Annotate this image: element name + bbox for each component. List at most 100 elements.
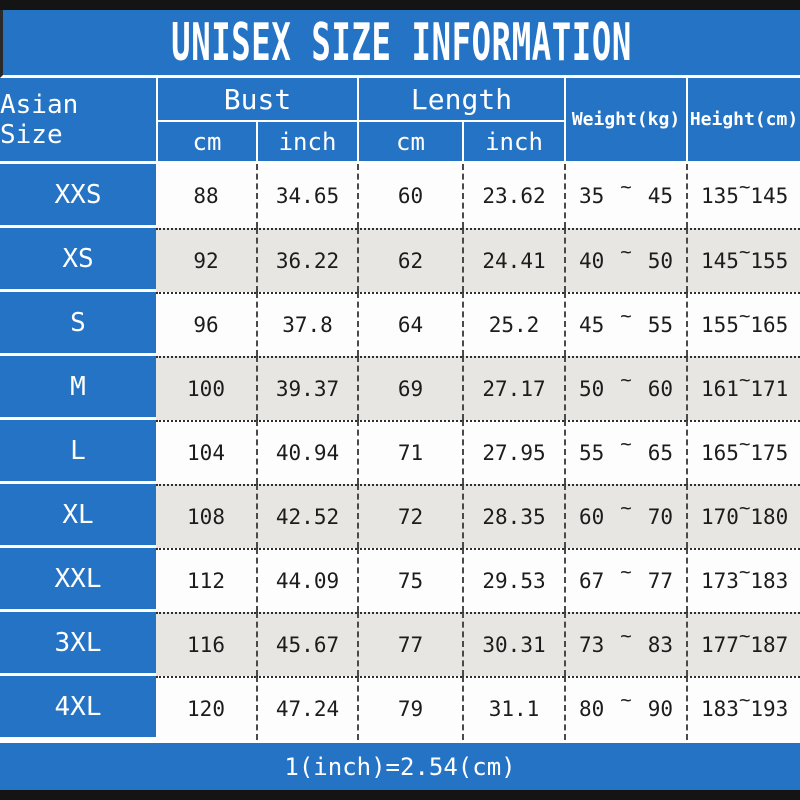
weight-min: 80 xyxy=(579,697,605,721)
header-weight-kg: Weight(kg) xyxy=(564,78,686,161)
bust-cm-value: 120 xyxy=(156,676,256,740)
tilde-separator: ~ xyxy=(738,369,751,391)
table-header: Asian Size Bust Length Weight(kg) Height… xyxy=(0,78,800,164)
height-range: 170 ~ 180 xyxy=(686,484,800,548)
height-min: 170 xyxy=(701,505,739,529)
height-min: 177 xyxy=(701,633,739,657)
tilde-separator: ~ xyxy=(620,433,632,455)
bust-inch-value: 40.94 xyxy=(256,420,357,484)
height-min: 155 xyxy=(701,313,739,337)
bust-inch-value: 37.8 xyxy=(256,292,357,356)
bust-inch-value: 42.52 xyxy=(256,484,357,548)
height-range: 155 ~ 165 xyxy=(686,292,800,356)
height-range: 173 ~ 183 xyxy=(686,548,800,612)
tilde-separator: ~ xyxy=(620,176,632,198)
bust-inch-value: 47.24 xyxy=(256,676,357,740)
weight-range: 45 ~ 55 xyxy=(564,292,686,356)
tilde-separator: ~ xyxy=(620,689,632,711)
length-inch-value: 30.31 xyxy=(462,612,564,676)
tilde-separator: ~ xyxy=(620,497,632,519)
weight-min: 35 xyxy=(579,184,605,208)
weight-min: 45 xyxy=(579,313,605,337)
page-title: UNISEX SIZE INFORMATION xyxy=(171,12,632,73)
height-min: 161 xyxy=(701,377,739,401)
height-range: 183 ~ 193 xyxy=(686,676,800,740)
height-range: 161 ~ 171 xyxy=(686,356,800,420)
tilde-separator: ~ xyxy=(738,241,751,263)
tilde-separator: ~ xyxy=(738,625,751,647)
weight-range: 73 ~ 83 xyxy=(564,612,686,676)
size-label: 3XL xyxy=(0,612,156,676)
table-row: XXL 112 44.09 75 29.53 67 ~ 77 173 ~ 183 xyxy=(0,548,800,612)
length-inch-value: 27.95 xyxy=(462,420,564,484)
weight-range: 67 ~ 77 xyxy=(564,548,686,612)
header-asian-size: Asian Size xyxy=(0,89,79,150)
weight-min: 67 xyxy=(579,569,605,593)
length-cm-value: 75 xyxy=(357,548,462,612)
height-min: 183 xyxy=(701,697,739,721)
height-min: 135 xyxy=(701,184,739,208)
size-label: XXL xyxy=(0,548,156,612)
table-row: 3XL 116 45.67 77 30.31 73 ~ 83 177 ~ 187 xyxy=(0,612,800,676)
weight-range: 80 ~ 90 xyxy=(564,676,686,740)
table-row: XXS 88 34.65 60 23.62 35 ~ 45 135 ~ 145 xyxy=(0,164,800,228)
table-row: M 100 39.37 69 27.17 50 ~ 60 161 ~ 171 xyxy=(0,356,800,420)
height-max: 155 xyxy=(750,249,789,273)
table-row: XL 108 42.52 72 28.35 60 ~ 70 170 ~ 180 xyxy=(0,484,800,548)
bust-inch-value: 44.09 xyxy=(256,548,357,612)
tilde-separator: ~ xyxy=(738,689,751,711)
size-label: M xyxy=(0,356,156,420)
title-bar: UNISEX SIZE INFORMATION xyxy=(0,10,800,78)
height-max: 180 xyxy=(750,505,789,529)
height-max: 171 xyxy=(750,377,789,401)
tilde-separator: ~ xyxy=(738,305,751,327)
height-min: 145 xyxy=(701,249,739,273)
height-min: 173 xyxy=(701,569,739,593)
height-range: 145 ~ 155 xyxy=(686,228,800,292)
weight-max: 70 xyxy=(647,505,673,529)
length-cm-value: 71 xyxy=(357,420,462,484)
weight-max: 60 xyxy=(647,377,673,401)
weight-max: 77 xyxy=(647,569,673,593)
header-length-inch: inch xyxy=(462,122,564,161)
bust-cm-value: 112 xyxy=(156,548,256,612)
weight-min: 50 xyxy=(579,377,605,401)
tilde-separator: ~ xyxy=(738,561,751,583)
header-height-cm: Height(cm) xyxy=(686,78,800,161)
tilde-separator: ~ xyxy=(620,369,632,391)
weight-range: 35 ~ 45 xyxy=(564,164,686,228)
header-bust-cm: cm xyxy=(156,122,256,161)
height-max: 165 xyxy=(750,313,789,337)
length-inch-value: 28.35 xyxy=(462,484,564,548)
weight-range: 60 ~ 70 xyxy=(564,484,686,548)
table-row: S 96 37.8 64 25.2 45 ~ 55 155 ~ 165 xyxy=(0,292,800,356)
bust-cm-value: 116 xyxy=(156,612,256,676)
tilde-separator: ~ xyxy=(738,433,751,455)
length-inch-value: 25.2 xyxy=(462,292,564,356)
weight-range: 50 ~ 60 xyxy=(564,356,686,420)
tilde-separator: ~ xyxy=(738,176,751,198)
bust-inch-value: 36.22 xyxy=(256,228,357,292)
length-inch-value: 27.17 xyxy=(462,356,564,420)
length-cm-value: 79 xyxy=(357,676,462,740)
bust-cm-value: 108 xyxy=(156,484,256,548)
height-range: 135 ~ 145 xyxy=(686,164,800,228)
bust-cm-value: 104 xyxy=(156,420,256,484)
weight-range: 55 ~ 65 xyxy=(564,420,686,484)
length-cm-value: 60 xyxy=(357,164,462,228)
header-length: Length xyxy=(357,78,564,122)
footer-bar: 1(inch)=2.54(cm) xyxy=(0,740,800,790)
height-max: 193 xyxy=(750,697,789,721)
size-label: XXS xyxy=(0,164,156,228)
height-range: 165 ~ 175 xyxy=(686,420,800,484)
tilde-separator: ~ xyxy=(738,497,751,519)
height-range: 177 ~ 187 xyxy=(686,612,800,676)
length-cm-value: 77 xyxy=(357,612,462,676)
length-cm-value: 62 xyxy=(357,228,462,292)
bust-inch-value: 39.37 xyxy=(256,356,357,420)
header-bust: Bust xyxy=(156,78,357,122)
table-row: 4XL 120 47.24 79 31.1 80 ~ 90 183 ~ 193 xyxy=(0,676,800,740)
length-inch-value: 29.53 xyxy=(462,548,564,612)
length-cm-value: 72 xyxy=(357,484,462,548)
